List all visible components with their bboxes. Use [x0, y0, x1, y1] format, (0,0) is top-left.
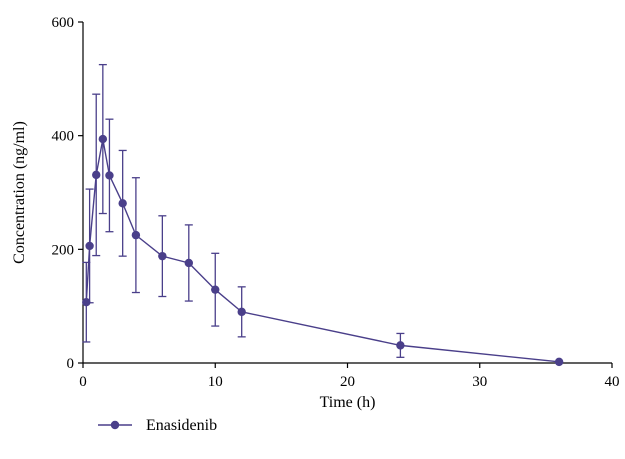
data-point: [85, 241, 94, 251]
data-point: [105, 171, 114, 180]
data-point: [396, 341, 405, 350]
axes: [82, 22, 612, 364]
y-tick-label: 600: [52, 15, 75, 31]
y-tick-label: 400: [52, 129, 75, 145]
y-axis-title: Concentration (ng/ml): [11, 121, 28, 264]
x-tick-label: 20: [340, 374, 355, 390]
data-point: [98, 134, 108, 144]
legend-marker: [110, 420, 120, 430]
y-tick-label: 0: [67, 356, 75, 372]
data-point: [131, 230, 141, 240]
x-axis-title: Time (h): [320, 394, 376, 411]
data-point: [237, 307, 246, 317]
series-enasidenib: [82, 134, 564, 367]
legend-label: Enasidenib: [146, 417, 217, 434]
data-point: [211, 285, 220, 294]
data-point: [92, 170, 101, 180]
legend: Enasidenib: [98, 417, 217, 434]
data-point: [184, 258, 193, 268]
x-tick-label: 40: [605, 374, 620, 390]
x-tick-label: 0: [79, 374, 87, 390]
data-point: [82, 297, 91, 307]
error-bars: [82, 63, 564, 364]
y-tick-label: 200: [52, 242, 75, 258]
data-point: [554, 357, 564, 367]
x-tick-label: 30: [472, 374, 487, 390]
x-tick-label: 10: [208, 374, 223, 390]
series-line: [85, 138, 560, 363]
data-point: [118, 199, 127, 208]
data-point: [158, 251, 167, 261]
